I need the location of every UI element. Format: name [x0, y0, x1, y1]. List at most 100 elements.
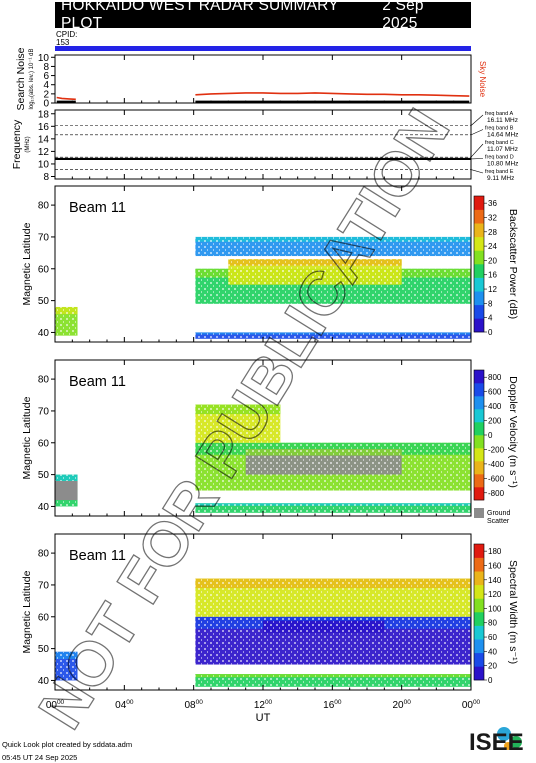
panel-velocity-ytick-label: 60	[38, 438, 50, 449]
panel-power-beam-label: Beam 11	[69, 200, 126, 216]
panel-velocity-colorbar-tick-label: -800	[488, 489, 505, 498]
frequency-band-label: freq band C	[485, 140, 514, 146]
frequency-band-value: 14.64 MHz	[487, 132, 518, 139]
freq-ytick-label: 18	[38, 109, 50, 120]
panel-spectral-width-ytick-label: 50	[38, 644, 50, 655]
panel-velocity-colorbar-cell	[474, 448, 484, 462]
panel-velocity-colorbar-cell	[474, 435, 484, 449]
panel-spectral-width-colorbar-frame	[473, 543, 485, 681]
panel-spectral-width-ylabel: Magnetic Latitude	[21, 570, 33, 653]
panel-power-colorbar-cell	[474, 264, 484, 278]
frequency-band-label: freq band E	[485, 169, 514, 175]
panel-spectral-width-colorbar-cell	[474, 571, 484, 586]
panel-power-colorbar-cell	[474, 196, 484, 210]
panel-power-ytick-label: 50	[38, 296, 50, 307]
panel-spectral-width-colorbar-tick-label: 40	[488, 647, 497, 656]
panel-power-colorbar-cell	[474, 318, 484, 333]
cpid-value: 153	[56, 38, 70, 47]
panel-power-colorbar-tick-label: 12	[488, 285, 497, 294]
x-tick-label: 0800	[184, 699, 203, 711]
panel-power-colorbar-cell	[474, 250, 484, 265]
plot-date: 2 Sep 2025	[382, 0, 424, 32]
panel-spectral-width-colorbar-tick-label: 180	[488, 547, 502, 556]
panel-spectral-width-colorbar-tick-label: 120	[488, 590, 502, 599]
panel-spectral-width-colorbar-tick-label: 20	[488, 662, 497, 671]
panel-power-colorbar-label: Backscatter Power (dB)	[507, 209, 519, 319]
frequency-band-value: 11.07 MHz	[487, 146, 518, 153]
panel-spectral-width-scatter-texture	[195, 674, 471, 687]
panel-velocity-colorbar-cell	[474, 396, 484, 410]
isee-logo: ISEE	[466, 722, 528, 756]
panel-power-colorbar-frame	[473, 195, 485, 333]
x-tick-label: 1600	[323, 699, 342, 711]
panel-power-colorbar-cell	[474, 277, 484, 292]
panel-velocity-ytick-label: 40	[38, 502, 50, 513]
frequency-band-label: freq band A	[485, 111, 513, 117]
panel-velocity-colorbar-cell	[474, 461, 484, 475]
noise-ytick-label: 8	[43, 62, 49, 73]
panel-velocity-colorbar-cell	[474, 474, 484, 488]
panel-spectral-width-ytick-label: 80	[38, 549, 50, 560]
panel-velocity-scatter-texture	[245, 449, 402, 475]
panel-velocity-colorbar-cell	[474, 487, 484, 501]
freq-ytick-label: 16	[38, 122, 50, 133]
panel-spectral-width-colorbar-tick-label: 80	[488, 619, 497, 628]
panel-spectral-width-colorbar-tick-label: 0	[488, 676, 493, 685]
panel-velocity-colorbar-cell	[474, 409, 484, 423]
frequency-band-leader	[470, 129, 484, 136]
panel-velocity-scatter-texture	[195, 404, 281, 443]
panel-spectral-width-colorbar-tick-label: 100	[488, 604, 502, 613]
noise-ylabel: Search Noise	[15, 47, 27, 110]
freq-ytick-label: 12	[38, 147, 50, 158]
panel-spectral-width-colorbar-tick-label: 60	[488, 633, 497, 642]
x-tick-label: 1200	[254, 699, 273, 711]
noise-ytick-label: 6	[43, 71, 49, 82]
footer-date: 05:45 UT 24 Sep 2025	[2, 753, 78, 762]
panel-power-ytick-label: 60	[38, 264, 50, 275]
freq-ytick-label: 8	[43, 172, 49, 183]
panel-power-colorbar-cell	[474, 236, 484, 251]
panel-velocity-ground-scatter-label: Ground	[487, 510, 510, 517]
x-tick-label: 2000	[392, 699, 411, 711]
panel-power-colorbar-tick-label: 20	[488, 256, 497, 265]
panel-velocity-ytick-label: 80	[38, 375, 50, 386]
panel-power-scatter-texture	[55, 306, 78, 336]
panel-spectral-width-ytick-label: 70	[38, 580, 50, 591]
panel-velocity-colorbar-tick-label: -200	[488, 445, 505, 454]
noise-series-2	[195, 92, 470, 97]
panel-velocity-colorbar-cell	[474, 370, 484, 384]
panel-spectral-width-colorbar-cell	[474, 652, 484, 667]
panel-power-colorbar-cell	[474, 304, 484, 319]
panel-power-ytick-label: 40	[38, 328, 50, 339]
frequency-band-label: freq band B	[485, 126, 514, 132]
noise-ytick-label: 10	[38, 53, 50, 64]
frequency-band-leader	[470, 169, 484, 174]
cpid-label: CPID:	[56, 30, 78, 39]
panel-spectral-width-beam-label: Beam 11	[69, 548, 126, 564]
panel-velocity-colorbar-tick-label: 800	[488, 373, 502, 382]
frequency-band-value: 16.11 MHz	[487, 117, 518, 124]
panel-power-colorbar-cell	[474, 291, 484, 306]
panel-spectral-width-scatter-texture	[263, 616, 385, 633]
panel-velocity-ground-scatter	[55, 480, 78, 501]
cpid-bar	[55, 46, 471, 51]
panel-spectral-width-colorbar-cell	[474, 544, 484, 558]
panel-velocity-colorbar-tick-label: -600	[488, 474, 505, 483]
footer-credit: Quick Look plot created by sddata.adm	[2, 740, 133, 749]
x-tick-label: 0000	[462, 699, 481, 711]
frequency-band-value: 9.11 MHz	[487, 175, 514, 182]
panel-power-ylabel: Magnetic Latitude	[21, 222, 33, 305]
frequency-ylabel-sub: (MHz)	[25, 136, 31, 152]
panel-power-colorbar-cell	[474, 223, 484, 238]
panel-power-colorbar-tick-label: 36	[488, 199, 497, 208]
x-tick-label: 0000	[46, 699, 65, 711]
panel-velocity-colorbar-tick-label: -400	[488, 460, 505, 469]
frequency-band-value: 10.80 MHz	[487, 161, 518, 168]
noise-panel-frame	[54, 54, 472, 104]
panel-power-colorbar-tick-label: 0	[488, 328, 493, 337]
panel-velocity-colorbar-tick-label: 0	[488, 431, 493, 440]
panel-power-ytick-label: 70	[38, 232, 50, 243]
panel-power-colorbar-tick-label: 32	[488, 213, 497, 222]
x-axis-title: UT	[255, 712, 271, 724]
panel-velocity-ytick-label: 50	[38, 470, 50, 481]
